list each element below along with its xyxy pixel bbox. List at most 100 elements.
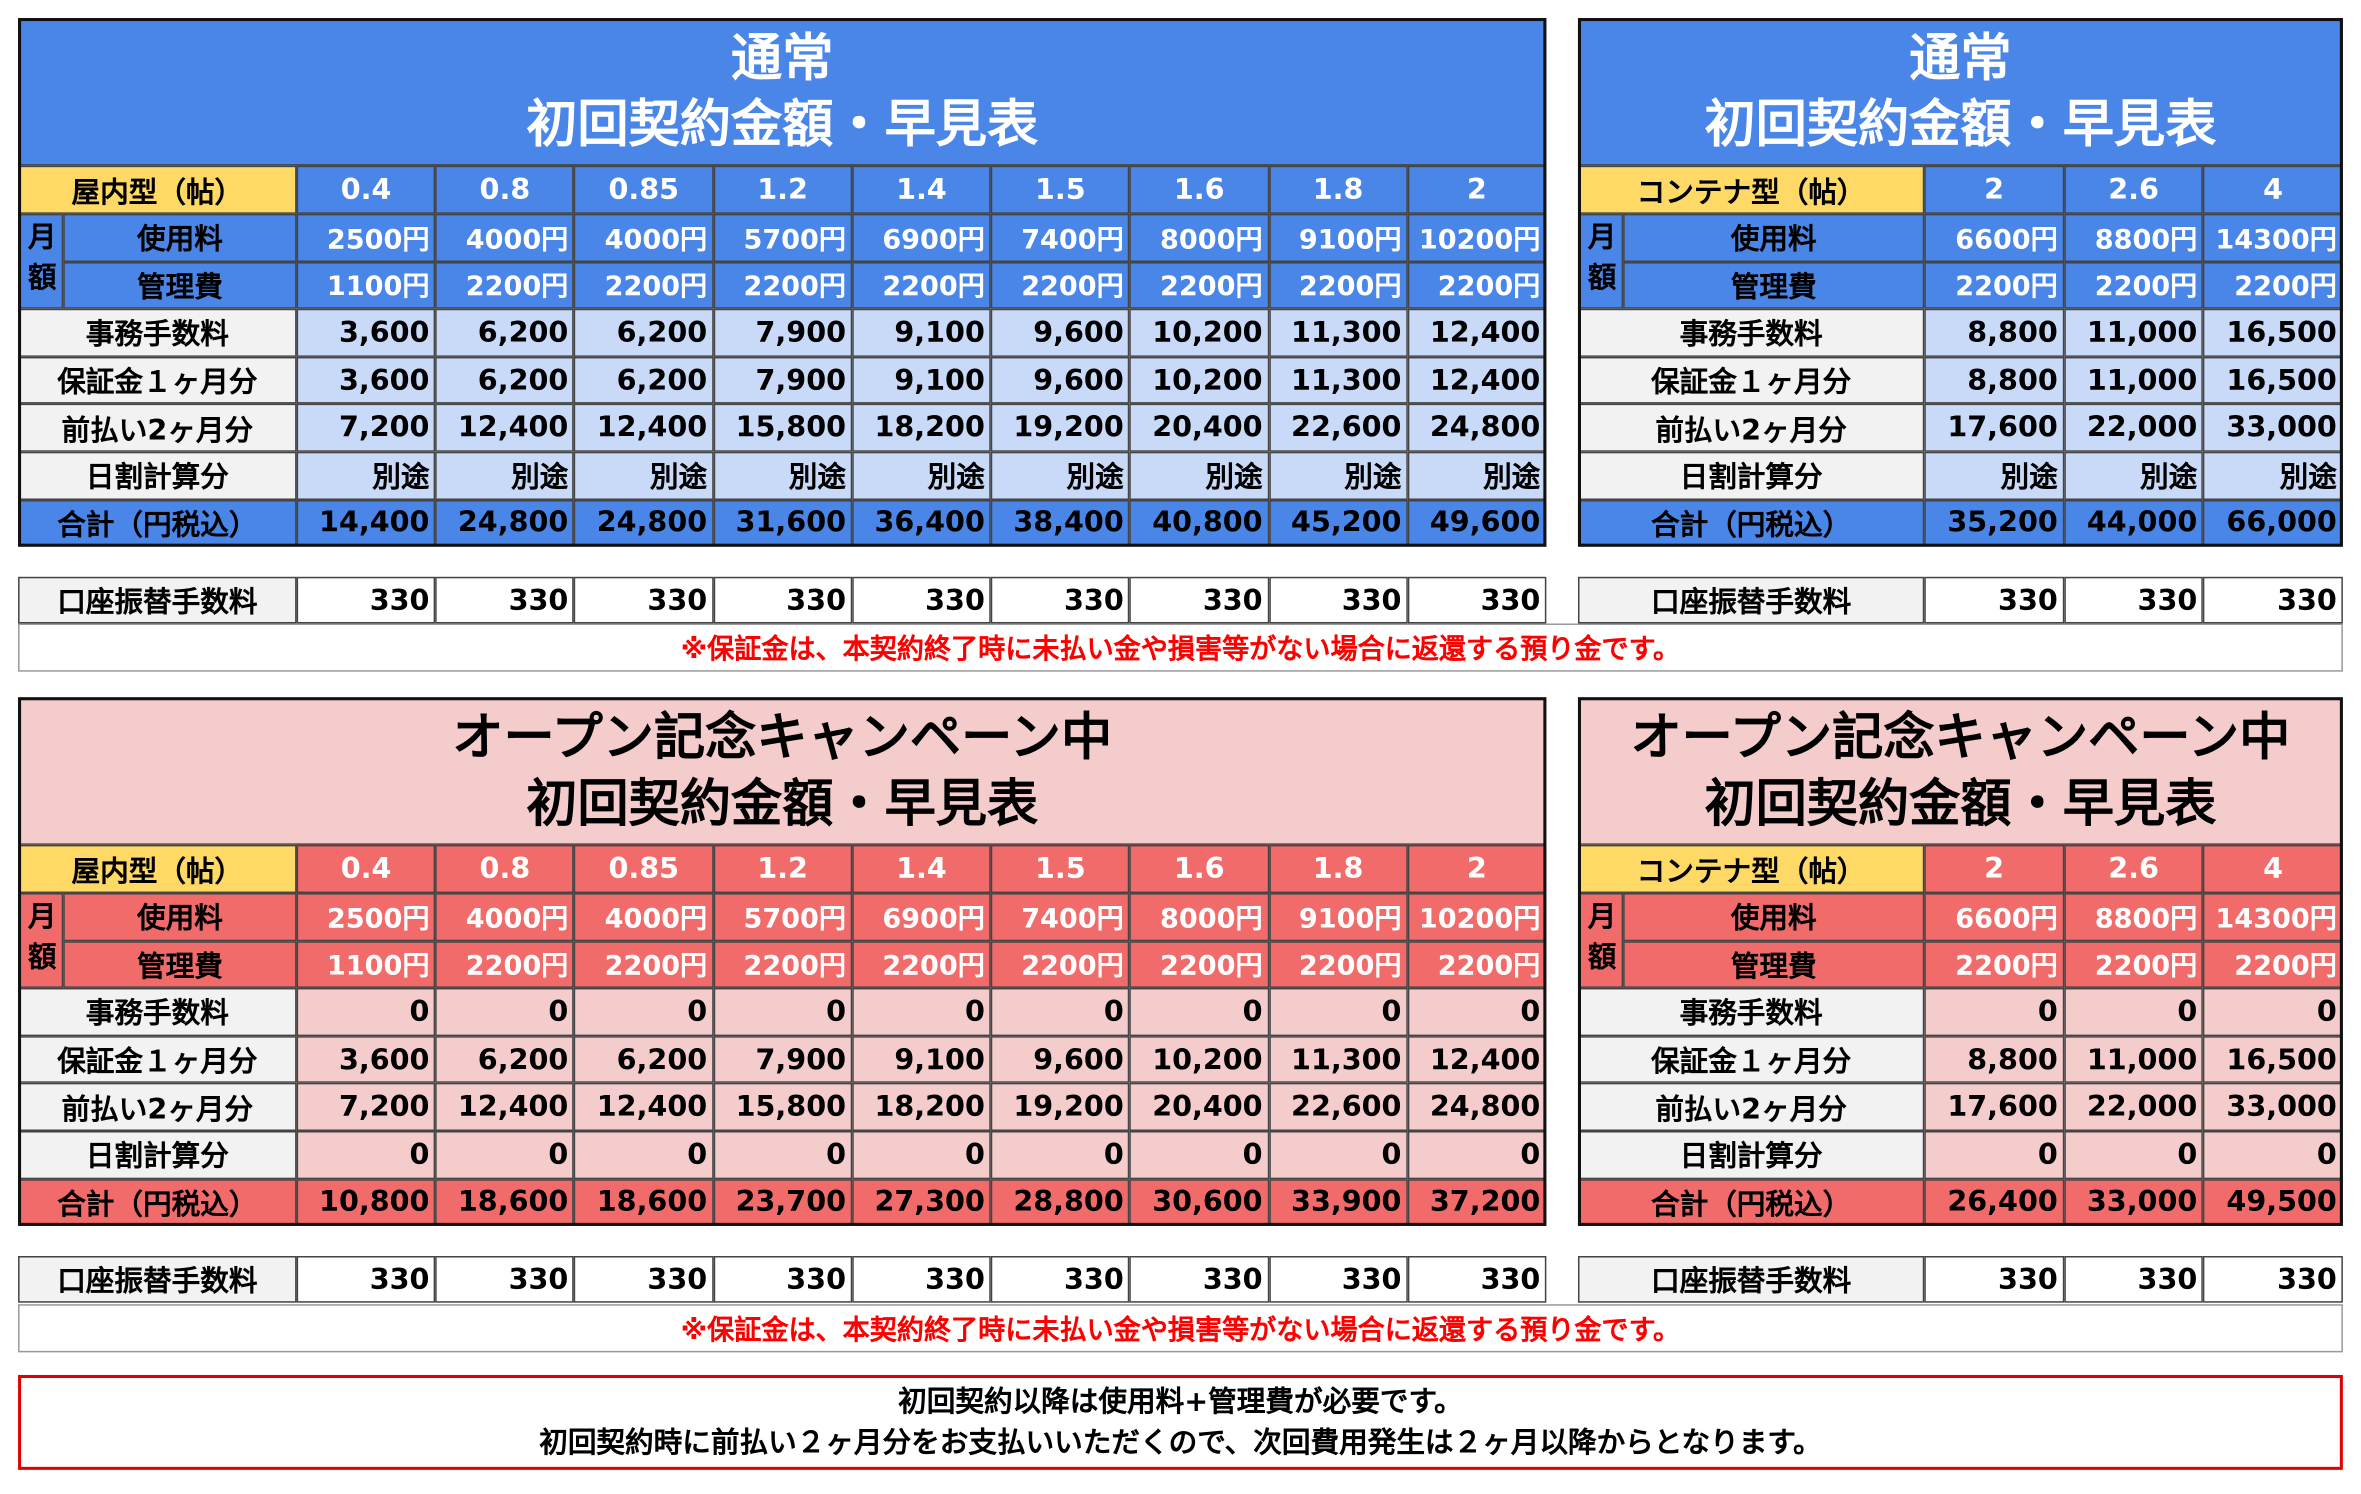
value-cell: 33,000 <box>2063 1178 2204 1227</box>
fee-cell: 330 <box>852 576 991 624</box>
value-cell: 2200円 <box>574 261 714 310</box>
value-cell: 24,800 <box>574 499 714 547</box>
value-cell: 11,000 <box>2063 309 2204 357</box>
fee-cell: 330 <box>2063 1256 2204 1303</box>
fee-cell: 330 <box>2203 576 2343 624</box>
value-cell: 0 <box>1924 1131 2064 1179</box>
size-header: 2.6 <box>2063 844 2204 894</box>
value-cell: 9100円 <box>1268 893 1408 941</box>
title-line: 通常 <box>731 28 834 89</box>
value-cell: 24,800 <box>1407 1083 1547 1131</box>
fee-cell: 330 <box>2203 1256 2343 1303</box>
value-cell: 別途 <box>852 451 991 500</box>
value-cell: 14300円 <box>2203 213 2343 262</box>
value-cell: 2200円 <box>1407 940 1547 989</box>
value-cell: 10200円 <box>1407 213 1547 262</box>
size-header: 0.8 <box>435 165 575 214</box>
row-label: 合計（円税込） <box>1577 499 1925 547</box>
value-cell: 20,400 <box>1129 1083 1269 1131</box>
row-label: 合計（円税込） <box>18 499 297 547</box>
value-cell: 0 <box>1924 988 2064 1036</box>
fee-cell: 330 <box>435 1256 575 1303</box>
row-label: 管理費 <box>1623 940 1925 989</box>
value-cell: 6900円 <box>852 893 991 941</box>
value-cell: 別途 <box>1268 451 1408 500</box>
row-label: 保証金１ヶ月分 <box>1577 356 1925 405</box>
monthly-label: 月額 <box>1577 893 1624 989</box>
title-line: 初回契約金額・早見表 <box>526 94 1039 156</box>
value-cell: 別途 <box>990 451 1130 500</box>
row-label: 管理費 <box>63 940 297 989</box>
size-header: 4 <box>2203 165 2343 214</box>
value-cell: 2200円 <box>852 940 991 989</box>
value-cell: 14300円 <box>2203 893 2343 941</box>
title-line: オープン記念キャンペーン中 <box>452 707 1113 769</box>
value-cell: 2200円 <box>435 261 575 310</box>
title-line: 初回契約金額・早見表 <box>526 774 1039 835</box>
value-cell: 35,200 <box>1924 499 2064 547</box>
value-cell: 16,500 <box>2203 309 2343 357</box>
fee-label: 口座振替手数料 <box>1577 1256 1925 1303</box>
value-cell: 24,800 <box>1407 404 1547 452</box>
value-cell: 24,800 <box>435 499 575 547</box>
value-cell: 12,400 <box>1407 1035 1547 1084</box>
fee-label: 口座振替手数料 <box>18 1256 297 1303</box>
table-title: 通常 初回契約金額・早見表 <box>1577 18 2343 166</box>
value-cell: 49,500 <box>2203 1178 2343 1227</box>
value-cell: 36,400 <box>852 499 991 547</box>
title-line: オープン記念キャンペーン中 <box>1630 707 2291 769</box>
footer-line: 初回契約以降は使用料+管理費が必要です。 <box>898 1384 1463 1418</box>
value-cell: 12,400 <box>435 1083 575 1131</box>
fee-cell: 330 <box>1268 576 1408 624</box>
value-cell: 7,200 <box>296 1083 436 1131</box>
note: ※保証金は、本契約終了時に未払い金や損害等がない場合に返還する預り金です。 <box>18 623 2343 672</box>
fee-cell: 330 <box>713 576 853 624</box>
value-cell: 2200円 <box>1924 261 2064 310</box>
value-cell: 18,600 <box>574 1178 714 1227</box>
value-cell: 12,400 <box>1407 356 1547 405</box>
value-cell: 22,000 <box>2063 1083 2204 1131</box>
value-cell: 22,600 <box>1268 1083 1408 1131</box>
size-header: 2 <box>1407 844 1547 894</box>
value-cell: 6,200 <box>435 1035 575 1084</box>
value-cell: 33,000 <box>2203 1083 2343 1131</box>
size-header: 1.5 <box>990 844 1130 894</box>
value-cell: 33,900 <box>1268 1178 1408 1227</box>
value-cell: 別途 <box>574 451 714 500</box>
value-cell: 10200円 <box>1407 893 1547 941</box>
fee-label: 口座振替手数料 <box>1577 576 1925 624</box>
table-title: 通常 初回契約金額・早見表 <box>18 18 1547 166</box>
value-cell: 別途 <box>435 451 575 500</box>
value-cell: 2500円 <box>296 893 436 941</box>
table-title: オープン記念キャンペーン中 初回契約金額・早見表 <box>18 697 1547 845</box>
row-label: 前払い2ヶ月分 <box>18 1083 297 1131</box>
size-header: 0.8 <box>435 844 575 894</box>
value-cell: 8,800 <box>1924 1035 2064 1084</box>
value-cell: 22,000 <box>2063 404 2204 452</box>
fee-cell: 330 <box>713 1256 853 1303</box>
value-cell: 19,200 <box>990 1083 1130 1131</box>
fee-cell: 330 <box>1407 1256 1547 1303</box>
value-cell: 0 <box>990 1131 1130 1179</box>
value-cell: 0 <box>852 988 991 1036</box>
value-cell: 15,800 <box>713 404 853 452</box>
value-cell: 別途 <box>1924 451 2064 500</box>
value-cell: 12,400 <box>435 404 575 452</box>
size-header: 2 <box>1924 844 2064 894</box>
fee-cell: 330 <box>1407 576 1547 624</box>
value-cell: 33,000 <box>2203 404 2343 452</box>
value-cell: 別途 <box>713 451 853 500</box>
value-cell: 4000円 <box>435 893 575 941</box>
row-label: 前払い2ヶ月分 <box>1577 1083 1925 1131</box>
monthly-label: 月額 <box>1577 213 1624 310</box>
value-cell: 0 <box>1407 1131 1547 1179</box>
value-cell: 38,400 <box>990 499 1130 547</box>
value-cell: 2200円 <box>990 940 1130 989</box>
size-header: 0.85 <box>574 844 714 894</box>
value-cell: 8800円 <box>2063 893 2204 941</box>
row-label: 事務手数料 <box>18 309 297 357</box>
value-cell: 9,100 <box>852 309 991 357</box>
value-cell: 2200円 <box>574 940 714 989</box>
size-header: 0.4 <box>296 165 436 214</box>
value-cell: 0 <box>2063 988 2204 1036</box>
